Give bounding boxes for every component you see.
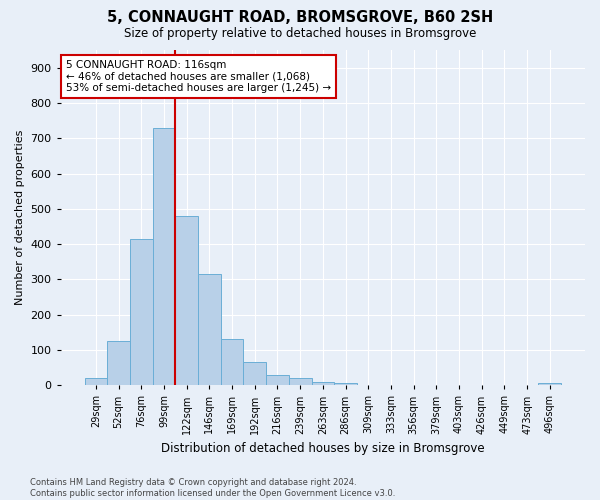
Text: Contains HM Land Registry data © Crown copyright and database right 2024.
Contai: Contains HM Land Registry data © Crown c… [30,478,395,498]
Text: 5, CONNAUGHT ROAD, BROMSGROVE, B60 2SH: 5, CONNAUGHT ROAD, BROMSGROVE, B60 2SH [107,10,493,25]
Bar [152,128,175,386]
Bar [244,362,266,386]
Bar [289,378,311,386]
Bar [85,378,107,386]
Text: 5 CONNAUGHT ROAD: 116sqm
← 46% of detached houses are smaller (1,068)
53% of sem: 5 CONNAUGHT ROAD: 116sqm ← 46% of detach… [66,60,331,94]
Bar [175,216,198,386]
Bar [221,340,244,386]
X-axis label: Distribution of detached houses by size in Bromsgrove: Distribution of detached houses by size … [161,442,485,455]
Bar [334,384,357,386]
Bar [198,274,221,386]
Bar [107,341,130,386]
Bar [311,382,334,386]
Text: Size of property relative to detached houses in Bromsgrove: Size of property relative to detached ho… [124,28,476,40]
Bar [538,383,561,386]
Bar [130,239,152,386]
Y-axis label: Number of detached properties: Number of detached properties [15,130,25,306]
Bar [266,376,289,386]
